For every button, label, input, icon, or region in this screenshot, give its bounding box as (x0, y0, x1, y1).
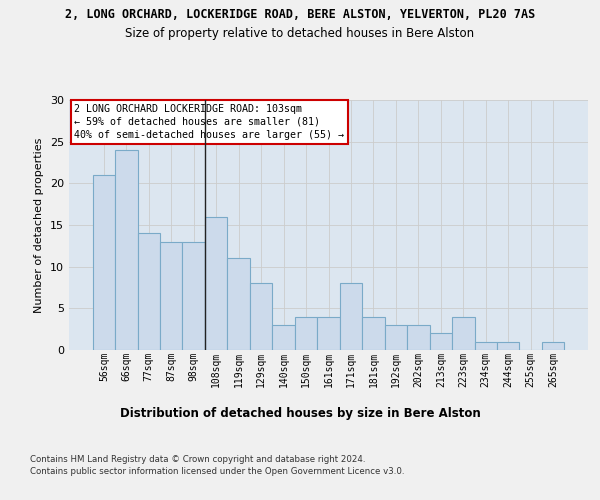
Bar (250, 284, 272, 350)
Bar (407, 325, 430, 350)
Bar (137, 234, 160, 350)
Bar (227, 258, 250, 350)
Bar (430, 334, 452, 350)
Bar (295, 316, 317, 350)
Text: 2, LONG ORCHARD, LOCKERIDGE ROAD, BERE ALSTON, YELVERTON, PL20 7AS: 2, LONG ORCHARD, LOCKERIDGE ROAD, BERE A… (65, 8, 535, 20)
Bar (317, 316, 340, 350)
Text: 2 LONG ORCHARD LOCKERIDGE ROAD: 103sqm
← 59% of detached houses are smaller (81): 2 LONG ORCHARD LOCKERIDGE ROAD: 103sqm ←… (74, 104, 344, 140)
Y-axis label: Number of detached properties: Number of detached properties (34, 138, 44, 312)
Bar (362, 316, 385, 350)
Bar (115, 150, 137, 350)
Text: Size of property relative to detached houses in Bere Alston: Size of property relative to detached ho… (125, 28, 475, 40)
Bar (475, 342, 497, 350)
Text: Distribution of detached houses by size in Bere Alston: Distribution of detached houses by size … (119, 408, 481, 420)
Bar (497, 342, 520, 350)
Bar (452, 316, 475, 350)
Text: Contains HM Land Registry data © Crown copyright and database right 2024.: Contains HM Land Registry data © Crown c… (30, 455, 365, 464)
Bar (182, 242, 205, 350)
Bar (340, 284, 362, 350)
Bar (385, 325, 407, 350)
Text: Contains public sector information licensed under the Open Government Licence v3: Contains public sector information licen… (30, 468, 404, 476)
Bar (272, 325, 295, 350)
Bar (160, 242, 182, 350)
Bar (205, 216, 227, 350)
Bar (92, 175, 115, 350)
Bar (542, 342, 565, 350)
